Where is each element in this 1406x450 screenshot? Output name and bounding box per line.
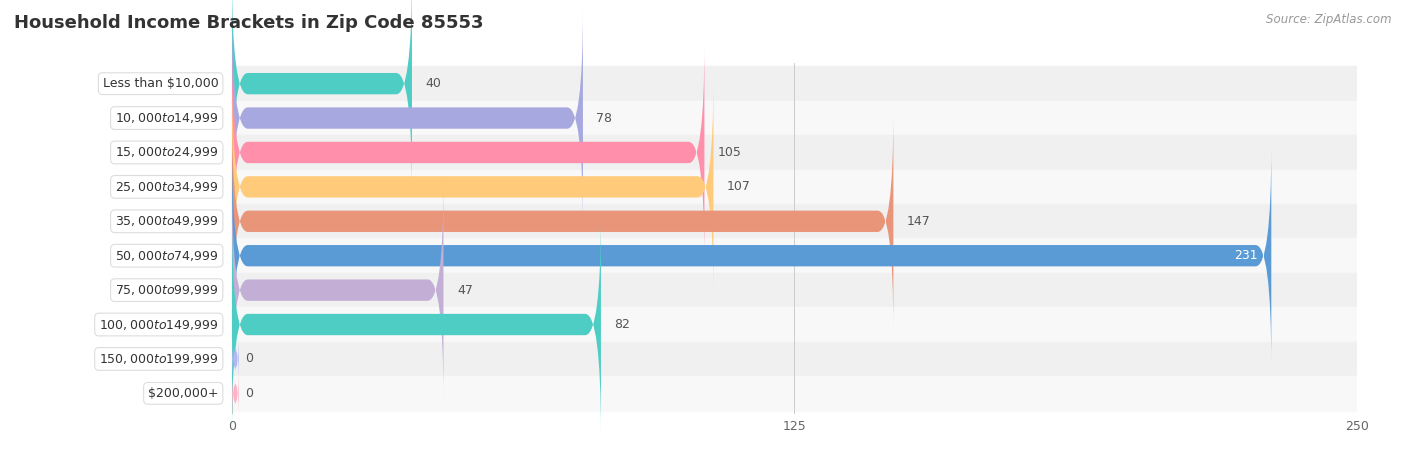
Text: 82: 82 bbox=[614, 318, 630, 331]
FancyBboxPatch shape bbox=[232, 0, 412, 194]
Text: $10,000 to $14,999: $10,000 to $14,999 bbox=[115, 111, 218, 125]
FancyBboxPatch shape bbox=[232, 43, 704, 262]
Text: 47: 47 bbox=[457, 284, 472, 297]
Text: 147: 147 bbox=[907, 215, 931, 228]
Text: $200,000+: $200,000+ bbox=[148, 387, 218, 400]
Text: Source: ZipAtlas.com: Source: ZipAtlas.com bbox=[1267, 14, 1392, 27]
Text: $150,000 to $199,999: $150,000 to $199,999 bbox=[98, 352, 218, 366]
Text: $35,000 to $49,999: $35,000 to $49,999 bbox=[115, 214, 218, 228]
Bar bbox=[0, 170, 1357, 204]
Bar bbox=[0, 376, 1357, 410]
Text: $75,000 to $99,999: $75,000 to $99,999 bbox=[115, 283, 218, 297]
Text: Household Income Brackets in Zip Code 85553: Household Income Brackets in Zip Code 85… bbox=[14, 14, 484, 32]
FancyBboxPatch shape bbox=[232, 215, 600, 434]
Text: 0: 0 bbox=[246, 387, 253, 400]
Text: $25,000 to $34,999: $25,000 to $34,999 bbox=[115, 180, 218, 194]
Bar bbox=[0, 135, 1357, 170]
Text: 105: 105 bbox=[718, 146, 742, 159]
FancyBboxPatch shape bbox=[232, 180, 443, 400]
Text: 40: 40 bbox=[426, 77, 441, 90]
FancyBboxPatch shape bbox=[232, 8, 583, 228]
Text: $100,000 to $149,999: $100,000 to $149,999 bbox=[98, 318, 218, 332]
Bar bbox=[0, 342, 1357, 376]
Bar bbox=[0, 204, 1357, 238]
Text: 78: 78 bbox=[596, 112, 613, 125]
Bar bbox=[0, 67, 1357, 101]
Text: 0: 0 bbox=[246, 352, 253, 365]
FancyBboxPatch shape bbox=[232, 146, 1271, 365]
FancyBboxPatch shape bbox=[232, 112, 893, 331]
Text: 107: 107 bbox=[727, 180, 751, 194]
FancyBboxPatch shape bbox=[232, 369, 239, 417]
FancyBboxPatch shape bbox=[232, 77, 713, 297]
Text: 231: 231 bbox=[1234, 249, 1258, 262]
Bar bbox=[0, 307, 1357, 342]
Text: $15,000 to $24,999: $15,000 to $24,999 bbox=[115, 145, 218, 159]
Bar bbox=[0, 101, 1357, 135]
Bar bbox=[0, 238, 1357, 273]
Text: Less than $10,000: Less than $10,000 bbox=[103, 77, 218, 90]
Bar bbox=[0, 273, 1357, 307]
FancyBboxPatch shape bbox=[232, 335, 239, 382]
Text: $50,000 to $74,999: $50,000 to $74,999 bbox=[115, 249, 218, 263]
